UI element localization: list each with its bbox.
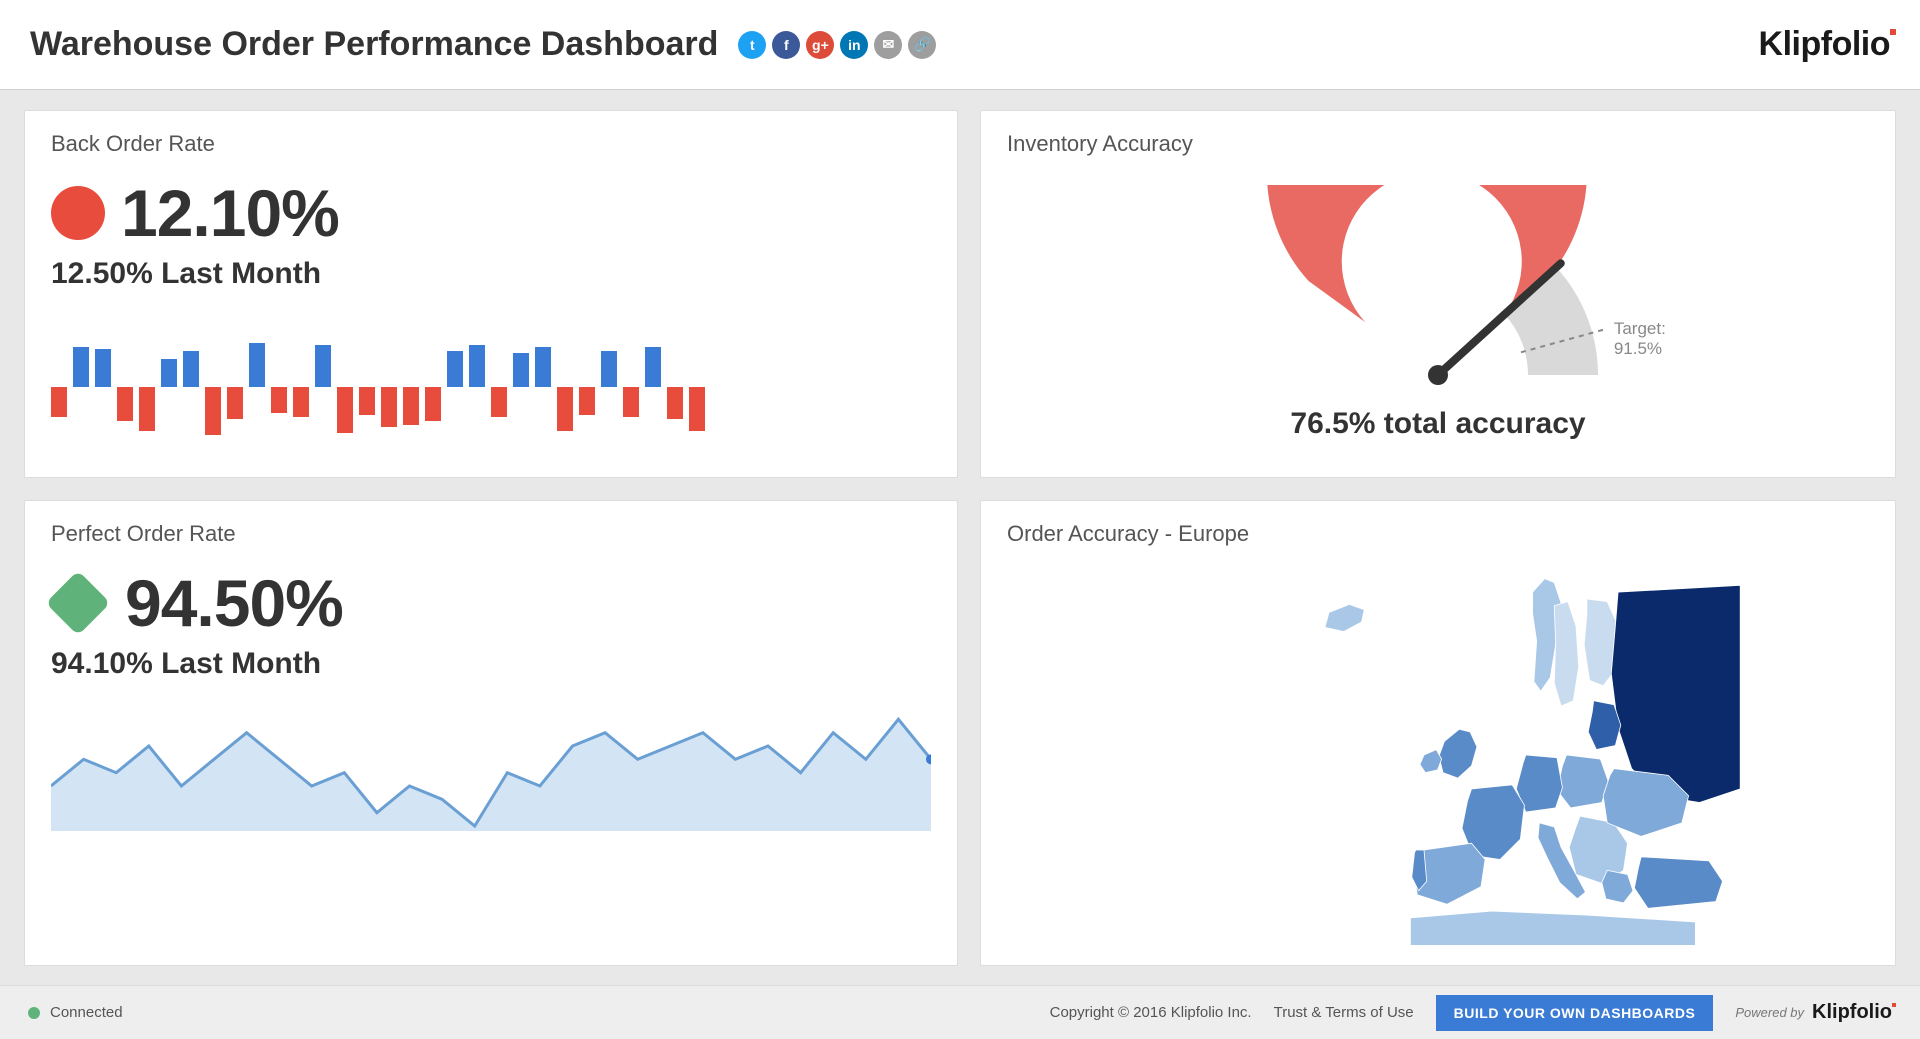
map-region-britain[interactable] <box>1439 729 1477 778</box>
gplus-icon[interactable]: g+ <box>806 31 834 59</box>
europe-map <box>1007 565 1869 945</box>
sparkline-chart <box>51 701 931 836</box>
map-region-turkey[interactable] <box>1634 857 1722 909</box>
winloss-bar <box>183 317 199 457</box>
connection-label: Connected <box>50 1004 123 1021</box>
winloss-bar <box>469 317 485 457</box>
gauge-chart: Target: 91.5% <box>1218 185 1658 395</box>
winloss-bar <box>271 317 287 457</box>
card-title: Inventory Accuracy <box>1007 131 1193 157</box>
linkedin-icon[interactable]: in <box>840 31 868 59</box>
winloss-bar <box>249 317 265 457</box>
winloss-bar <box>161 317 177 457</box>
metric-subtext: 12.50% Last Month <box>51 257 931 291</box>
winloss-bar <box>513 317 529 457</box>
winloss-bar <box>205 317 221 457</box>
twitter-icon[interactable]: t <box>738 31 766 59</box>
card-title: Order Accuracy - Europe <box>1007 521 1869 547</box>
header-left: Warehouse Order Performance Dashboard tf… <box>30 25 936 64</box>
map-region-ireland[interactable] <box>1420 750 1442 773</box>
powered-brand-logo[interactable]: Klipfolio <box>1812 1001 1892 1024</box>
metric-value: 12.10% <box>121 175 339 251</box>
winloss-bar <box>667 317 683 457</box>
status-indicator-diamond <box>45 570 110 635</box>
metric-row: 12.10% <box>51 175 931 251</box>
winloss-bar <box>293 317 309 457</box>
winloss-bar <box>51 317 67 457</box>
footer-bar: Connected Copyright © 2016 Klipfolio Inc… <box>0 985 1920 1039</box>
social-share-row: tfg+in✉🔗 <box>738 31 936 59</box>
card-inventory-accuracy: Inventory Accuracy Target: 91.5% 76.5% t… <box>980 110 1896 478</box>
winloss-bar <box>425 317 441 457</box>
page-title: Warehouse Order Performance Dashboard <box>30 25 718 64</box>
map-region-greece[interactable] <box>1602 870 1633 903</box>
gauge-target-label: Target: 91.5% <box>1614 319 1666 359</box>
header-bar: Warehouse Order Performance Dashboard tf… <box>0 0 1920 90</box>
winloss-bar <box>95 317 111 457</box>
winloss-bar <box>579 317 595 457</box>
map-region-russia-nw[interactable] <box>1611 585 1740 802</box>
winloss-bar <box>315 317 331 457</box>
dashboard-grid: Back Order Rate 12.10% 12.50% Last Month… <box>0 90 1920 985</box>
metric-row: 94.50% <box>51 565 931 641</box>
winloss-bar <box>645 317 661 457</box>
winloss-bar <box>117 317 133 457</box>
powered-prefix: Powered by <box>1735 1005 1804 1020</box>
terms-link[interactable]: Trust & Terms of Use <box>1274 1004 1414 1021</box>
status-indicator-circle <box>51 186 105 240</box>
card-back-order-rate: Back Order Rate 12.10% 12.50% Last Month <box>24 110 958 478</box>
card-title: Back Order Rate <box>51 131 931 157</box>
winloss-bar <box>73 317 89 457</box>
metric-value: 94.50% <box>125 565 343 641</box>
connection-status: Connected <box>28 1004 123 1021</box>
winloss-bar <box>381 317 397 457</box>
connection-dot-icon <box>28 1007 40 1019</box>
copyright-text: Copyright © 2016 Klipfolio Inc. <box>1050 1004 1252 1021</box>
metric-subtext: 94.10% Last Month <box>51 647 931 681</box>
link-icon[interactable]: 🔗 <box>908 31 936 59</box>
card-order-accuracy-europe: Order Accuracy - Europe <box>980 500 1896 966</box>
winloss-bar <box>689 317 705 457</box>
card-title: Perfect Order Rate <box>51 521 931 547</box>
winloss-bar <box>139 317 155 457</box>
map-region-north-africa[interactable] <box>1410 911 1695 945</box>
winloss-bar <box>623 317 639 457</box>
map-region-poland[interactable] <box>1557 755 1609 808</box>
winloss-bar <box>359 317 375 457</box>
winloss-bar <box>601 317 617 457</box>
winloss-bar <box>403 317 419 457</box>
brand-logo[interactable]: Klipfolio <box>1759 25 1890 64</box>
card-perfect-order-rate: Perfect Order Rate 94.50% 94.10% Last Mo… <box>24 500 958 966</box>
powered-by: Powered by Klipfolio <box>1735 1001 1892 1024</box>
winloss-bar <box>491 317 507 457</box>
build-dashboard-button[interactable]: BUILD YOUR OWN DASHBOARDS <box>1436 995 1714 1031</box>
winloss-bar <box>447 317 463 457</box>
map-region-sweden[interactable] <box>1554 602 1578 706</box>
facebook-icon[interactable]: f <box>772 31 800 59</box>
map-region-iceland[interactable] <box>1325 604 1364 631</box>
winloss-chart <box>51 317 931 457</box>
footer-right: Copyright © 2016 Klipfolio Inc. Trust & … <box>1050 995 1892 1031</box>
winloss-bar <box>337 317 353 457</box>
email-icon[interactable]: ✉ <box>874 31 902 59</box>
winloss-bar <box>557 317 573 457</box>
winloss-bar <box>227 317 243 457</box>
winloss-bar <box>535 317 551 457</box>
gauge-caption: 76.5% total accuracy <box>1290 407 1585 441</box>
